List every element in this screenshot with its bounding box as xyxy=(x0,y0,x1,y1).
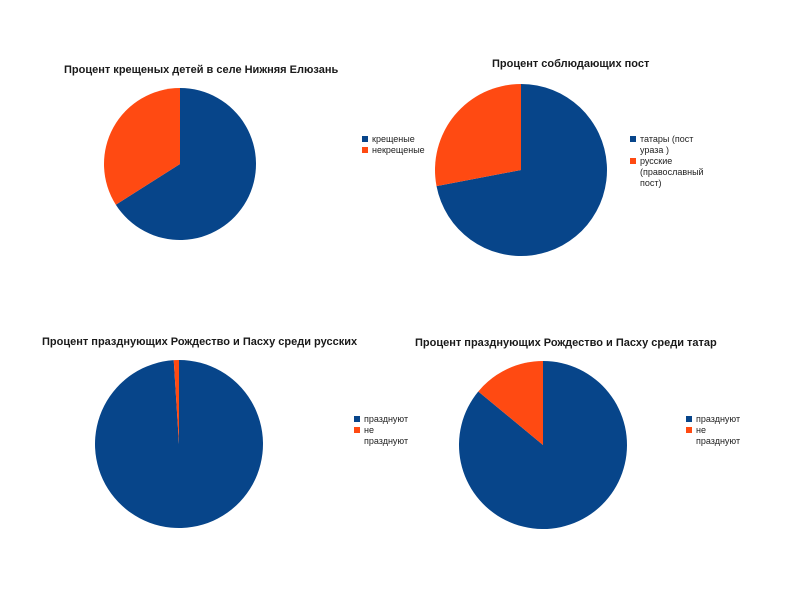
chart-title: Процент крещеных детей в селе Нижняя Елю… xyxy=(64,64,339,76)
legend-swatch xyxy=(362,136,368,142)
pie-slice-1 xyxy=(459,361,627,530)
legend-label: не празднуют xyxy=(364,425,409,446)
legend-swatch xyxy=(630,158,636,164)
legend-swatch xyxy=(686,416,692,422)
pie-slice-1 xyxy=(115,88,256,241)
legend-item: не празднуют xyxy=(686,425,740,447)
legend-label: татары (пост ураза ) xyxy=(640,134,694,155)
legend-label: празднуют xyxy=(696,414,741,424)
legend-label: крещеные xyxy=(372,134,415,144)
pie-slice-2 xyxy=(478,361,543,445)
pie-slice-2 xyxy=(434,84,521,187)
legend-swatch xyxy=(630,136,636,142)
legend-item: некрещеные xyxy=(362,145,425,156)
pie-slice-2 xyxy=(103,88,180,205)
legend-label: русские (православный пост) xyxy=(640,156,704,188)
chart-title: Процент празднующих Рождество и Пасху ср… xyxy=(415,337,717,349)
legend-label: празднуют xyxy=(364,414,409,424)
chart-title: Процент соблюдающих пост xyxy=(492,58,650,70)
pie-slice-2 xyxy=(173,360,179,444)
legend-item: празднуют xyxy=(354,414,408,425)
legend-swatch xyxy=(354,427,360,433)
legend-label: некрещеные xyxy=(372,145,425,155)
legend-swatch xyxy=(686,427,692,433)
legend: татары (пост ураза ) русские (православн… xyxy=(630,134,704,189)
legend-label: не празднуют xyxy=(696,425,741,446)
legend: празднуют не празднуют xyxy=(686,414,740,447)
legend: крещеные некрещеные xyxy=(362,134,425,156)
legend-item: татары (пост ураза ) xyxy=(630,134,704,156)
legend-swatch xyxy=(362,147,368,153)
pie-slice-1 xyxy=(436,84,607,256)
legend: празднуют не празднуют xyxy=(354,414,408,447)
legend-item: крещеные xyxy=(362,134,425,145)
pie-slice-1 xyxy=(94,360,263,528)
legend-item: русские (православный пост) xyxy=(630,156,704,189)
legend-item: празднуют xyxy=(686,414,740,425)
legend-swatch xyxy=(354,416,360,422)
chart-title: Процент празднующих Рождество и Пасху ср… xyxy=(42,336,358,348)
legend-item: не празднуют xyxy=(354,425,408,447)
